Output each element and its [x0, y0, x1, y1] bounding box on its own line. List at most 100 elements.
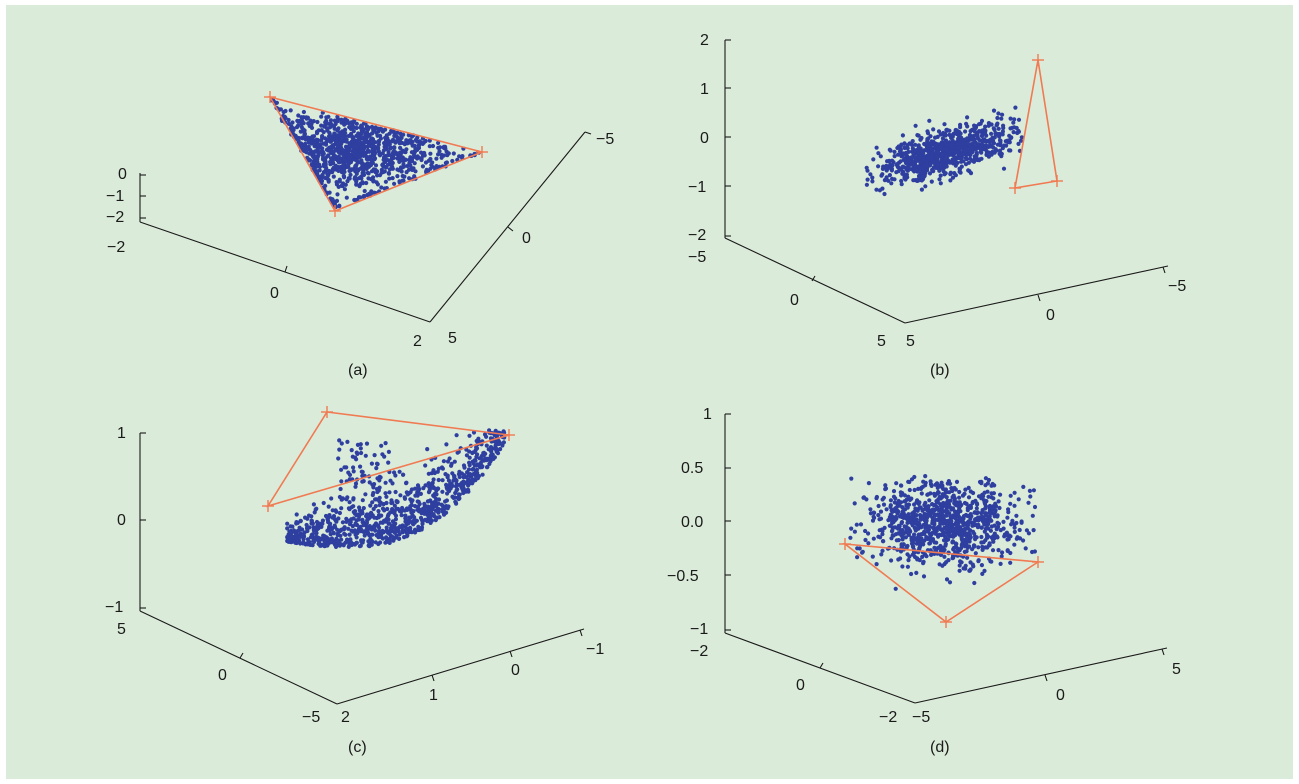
a-data-point: [379, 185, 384, 190]
b-data-point: [992, 150, 997, 155]
b-data-point: [918, 160, 923, 165]
b-data-point: [1016, 141, 1021, 146]
a-data-point: [339, 147, 345, 152]
b-data-point: [898, 159, 903, 164]
b-data-point: [879, 173, 884, 178]
a-data-point: [324, 115, 329, 120]
c-y-tick-label: 1: [429, 687, 438, 704]
a-data-point: [315, 119, 320, 125]
d-data-point: [960, 539, 965, 544]
c-data-point: [406, 518, 412, 524]
b-data-point: [938, 144, 944, 149]
c-data-point: [433, 508, 439, 513]
b-simplex-vertex: [1009, 182, 1021, 194]
a-data-point: [299, 115, 304, 120]
c-data-point: [420, 521, 425, 527]
a-simplex: [268, 95, 485, 213]
b-data-point: [948, 150, 953, 155]
b-data-point: [899, 178, 904, 184]
d-z-tick-label: 0.0: [681, 514, 703, 531]
a-data-point: [350, 134, 355, 139]
a-x-tick-label: 0: [270, 285, 279, 302]
c-data-point: [338, 541, 343, 547]
c-data-point: [440, 478, 445, 483]
c-data-point: [456, 492, 461, 497]
c-data-point: [346, 526, 351, 531]
c-data-point: [288, 530, 293, 535]
c-data-point: [398, 524, 403, 529]
c-x-tick-label: 0: [218, 667, 227, 684]
b-data-point: [905, 154, 910, 159]
a-data-point: [382, 186, 387, 191]
d-data-point: [957, 495, 962, 500]
b-data-point: [894, 170, 899, 175]
c-data-point: [285, 526, 290, 531]
b-data-point: [963, 162, 969, 167]
b-data-point: [933, 135, 938, 140]
c-data-point: [395, 527, 400, 532]
d-data-point: [857, 546, 862, 551]
a-data-point: [326, 168, 331, 174]
d-data-point: [986, 494, 991, 499]
c-data-point: [393, 517, 398, 522]
a-data-point: [369, 177, 374, 182]
d-data-point: [938, 552, 944, 558]
c-data-point: [487, 428, 492, 433]
a-data-point: [353, 164, 358, 169]
a-data-point: [366, 171, 371, 176]
a-data-point: [391, 137, 396, 142]
c-data-point: [461, 463, 467, 468]
c-data-point: [423, 463, 428, 468]
c-data-point: [347, 500, 352, 505]
c-data-point: [358, 464, 363, 469]
c-data-point: [306, 542, 311, 547]
c-data-point: [484, 465, 490, 470]
c-data-point: [329, 536, 334, 541]
b-data-point: [926, 156, 931, 162]
d-data-point: [959, 560, 964, 565]
c-data-point: [427, 484, 432, 490]
c-data-point: [476, 474, 481, 479]
b-y-tick-label: 0: [1046, 307, 1055, 324]
b-y-axis: [904, 265, 1169, 324]
a-data-point: [370, 143, 375, 149]
c-data-point: [475, 452, 480, 457]
b-data-point: [991, 108, 997, 113]
c-data-point: [425, 519, 430, 524]
d-subplot-label: (d): [930, 739, 950, 756]
c-data-point: [378, 540, 383, 545]
c-data-point: [445, 473, 450, 478]
a-data-point: [394, 134, 399, 139]
d-data-point: [1000, 550, 1005, 555]
d-data-point: [911, 521, 916, 526]
c-data-point: [374, 497, 379, 502]
a-data-point: [372, 168, 377, 173]
d-data-point: [876, 513, 881, 518]
b-data-point: [960, 151, 965, 156]
d-data-point: [996, 548, 1001, 553]
d-data-point: [917, 545, 922, 551]
b-data-point: [874, 187, 879, 192]
d-data-point: [887, 523, 892, 528]
b-data-point: [925, 168, 930, 173]
b-data-point: [945, 127, 950, 132]
b-data-point: [907, 159, 912, 164]
a-data-point: [305, 135, 310, 140]
b-data-point: [936, 129, 942, 134]
d-data-point: [1017, 527, 1022, 533]
c-data-point: [340, 527, 345, 532]
b-data-point: [958, 131, 963, 136]
a-data-point: [355, 144, 360, 150]
a-data-point: [397, 150, 403, 155]
b-data-point: [884, 165, 889, 170]
b-data-point: [965, 115, 970, 120]
c-data-point: [288, 524, 293, 529]
c-data-point: [480, 472, 485, 477]
b-data-point: [900, 133, 906, 138]
b-data-point: [954, 128, 960, 133]
c-data-point: [361, 506, 366, 511]
d-data-point: [927, 541, 933, 546]
a-data-point: [294, 125, 300, 130]
d-data-point: [955, 527, 960, 532]
a-data-point: [319, 114, 324, 119]
